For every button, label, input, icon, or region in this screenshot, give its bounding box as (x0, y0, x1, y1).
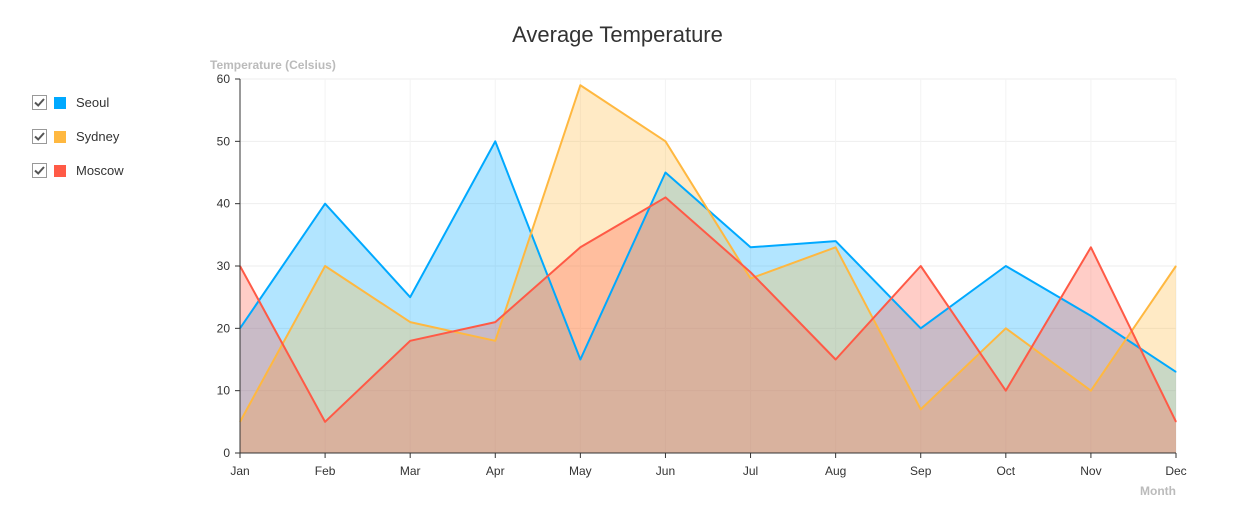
point-moscow (494, 321, 496, 323)
legend-label-seoul: Seoul (76, 95, 110, 110)
line-sydney (239, 84, 1177, 423)
x-axis-label: Month (1140, 484, 1176, 498)
checkbox-sydney[interactable] (32, 129, 47, 144)
point-seoul (409, 296, 411, 298)
checkmark-icon (34, 132, 45, 141)
legend-swatch-seoul (54, 96, 66, 109)
point-seoul (579, 359, 581, 360)
point-seoul (835, 240, 837, 242)
y-tick-label: 50 (217, 134, 231, 148)
point-moscow (1005, 390, 1007, 392)
series-lines (239, 84, 1177, 423)
point-sydney (324, 265, 326, 267)
point-sydney (494, 340, 496, 342)
point-sydney (920, 408, 922, 410)
point-sydney (750, 277, 752, 279)
checkmark-icon (34, 98, 45, 107)
checkmark-icon (34, 166, 45, 175)
y-tick-label: 60 (217, 72, 231, 86)
legend-swatch-moscow (54, 164, 66, 177)
point-moscow (664, 196, 666, 198)
legend-label-sydney: Sydney (76, 129, 120, 144)
x-tick-label: Jul (743, 464, 758, 478)
point-sydney (1090, 390, 1092, 392)
point-moscow (409, 340, 411, 342)
point-seoul (324, 203, 326, 205)
point-seoul (494, 140, 496, 142)
x-tick-label: Jan (230, 464, 249, 478)
x-tick-label: Jun (656, 464, 675, 478)
point-sydney (1005, 327, 1007, 329)
y-tick-label: 40 (217, 197, 231, 211)
x-tick-label: May (569, 464, 592, 478)
chart-title: Average Temperature (512, 22, 723, 47)
point-moscow (324, 421, 326, 423)
legend-item-seoul[interactable]: Seoul (32, 94, 124, 111)
legend-swatch-sydney (54, 130, 66, 143)
point-seoul (1175, 371, 1177, 373)
y-tick-label: 10 (217, 384, 231, 398)
tick-labels: 0 10 20 30 40 50 60 Jan Feb Mar Apr May Jun Jul Aug Sep… (217, 72, 1187, 478)
point-moscow (1175, 421, 1177, 423)
point-sydney (409, 321, 411, 323)
point-seoul (1005, 265, 1007, 267)
legend-label-moscow: Moscow (76, 163, 124, 178)
axes (235, 78, 1177, 458)
y-axis-label: Temperature (Celsius) (210, 58, 336, 72)
point-moscow (835, 359, 837, 360)
y-tick-label: 20 (217, 321, 231, 335)
area-seoul (240, 141, 1176, 454)
x-tick-label: Sep (910, 464, 932, 478)
line-moscow (239, 196, 1177, 423)
point-sydney (1175, 265, 1177, 267)
point-moscow (1090, 246, 1092, 248)
x-tick-label: Aug (825, 464, 846, 478)
legend: Seoul Sydney Moscow (32, 94, 124, 196)
y-tick-label: 30 (217, 259, 231, 273)
point-sydney (664, 140, 666, 142)
point-seoul (920, 327, 922, 329)
x-tick-label: Apr (486, 464, 505, 478)
x-tick-label: Feb (315, 464, 336, 478)
x-tick-label: Nov (1080, 464, 1101, 478)
point-sydney (579, 84, 581, 86)
point-moscow (579, 246, 581, 248)
x-tick-label: Dec (1165, 464, 1186, 478)
point-seoul (1090, 315, 1092, 317)
x-tick-label: Mar (400, 464, 421, 478)
legend-item-moscow[interactable]: Moscow (32, 162, 124, 179)
y-tick-label: 0 (223, 446, 230, 460)
point-moscow (920, 265, 922, 267)
checkbox-moscow[interactable] (32, 163, 47, 178)
area-sydney (240, 85, 1176, 453)
point-seoul (750, 246, 752, 248)
point-sydney (835, 246, 837, 248)
legend-item-sydney[interactable]: Sydney (32, 128, 124, 145)
point-seoul (664, 172, 666, 173)
point-moscow (750, 271, 752, 273)
series-areas (240, 85, 1176, 454)
checkbox-seoul[interactable] (32, 95, 47, 110)
x-tick-label: Oct (996, 464, 1015, 478)
